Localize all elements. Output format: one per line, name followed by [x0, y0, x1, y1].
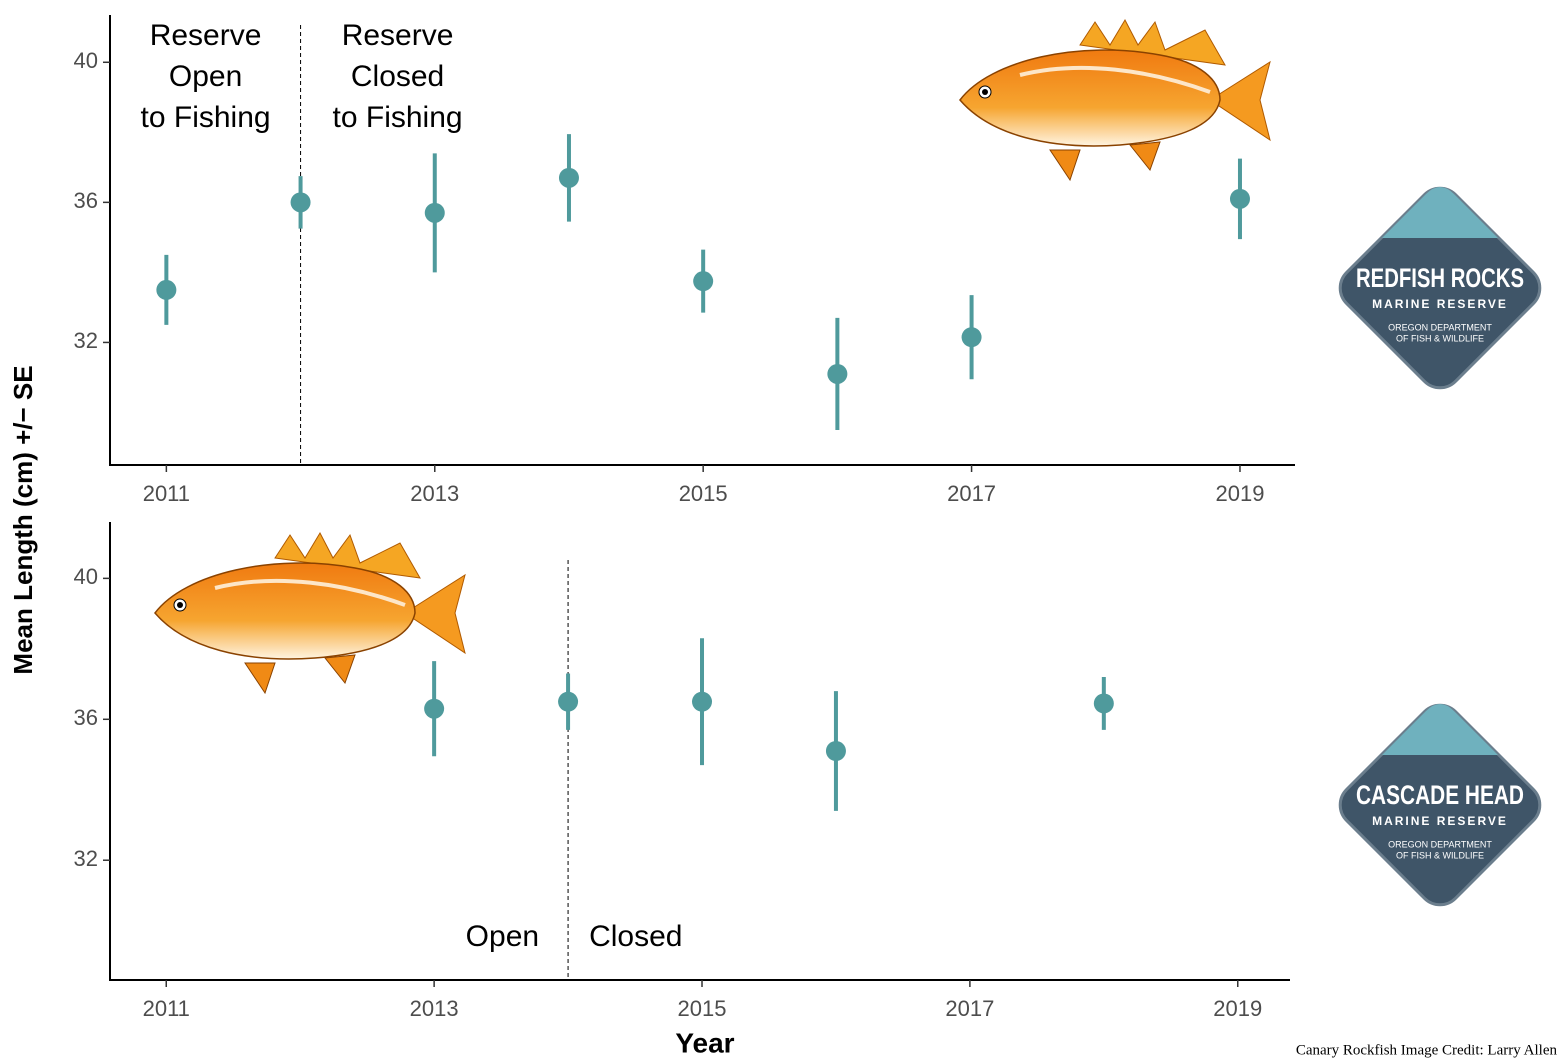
- annotation: to Fishing: [333, 101, 463, 134]
- point: [156, 279, 177, 300]
- logo-name: REDFISH ROCKS: [1356, 263, 1524, 293]
- annotation: to Fishing: [141, 101, 271, 134]
- reserve-logo: REDFISH ROCKS MARINE RESERVE OREGON DEPART…: [1338, 186, 1542, 390]
- y-tick-label: 32: [74, 328, 98, 353]
- point: [424, 202, 445, 223]
- x-tick-label: 2011: [143, 481, 190, 506]
- point: [825, 741, 846, 761]
- point: [290, 192, 311, 213]
- reserve-logo: CASCADE HEAD MARINE RESERVE OREGON DEPARTM…: [1338, 703, 1542, 907]
- point: [692, 691, 713, 712]
- image-credit: Canary Rockfish Image Credit: Larry Alle…: [1296, 1042, 1557, 1058]
- y-tick-label: 32: [74, 846, 98, 871]
- x-tick-label: 2017: [947, 481, 996, 506]
- logo-agency: OF FISH & WILDLIFE: [1396, 850, 1484, 860]
- x-tick-label: 2015: [678, 996, 727, 1021]
- fish-image: [153, 531, 467, 695]
- x-tick-label: 2019: [1213, 996, 1262, 1021]
- logo-agency: OF FISH & WILDLIFE: [1396, 333, 1484, 343]
- x-tick-label: 2019: [1216, 481, 1265, 506]
- y-tick-label: 36: [74, 188, 98, 213]
- x-tick-label: 2015: [679, 481, 728, 506]
- logo-subtitle: MARINE RESERVE: [1372, 297, 1508, 311]
- point: [693, 271, 714, 292]
- annotation: Reserve: [150, 19, 262, 52]
- point: [558, 691, 579, 712]
- y-tick-label: 36: [74, 705, 98, 730]
- x-axis-label: Year: [675, 1027, 734, 1058]
- annotation: Open: [169, 60, 242, 93]
- logo-sky: [1382, 704, 1498, 755]
- logo-subtitle: MARINE RESERVE: [1372, 814, 1508, 828]
- x-tick-label: 2013: [410, 481, 459, 506]
- logo-sky: [1382, 187, 1498, 238]
- logo-agency: OREGON DEPARTMENT: [1388, 322, 1492, 332]
- y-tick-label: 40: [74, 564, 98, 589]
- annotation: Open: [466, 920, 539, 953]
- logo-badge: [1338, 703, 1542, 907]
- point: [424, 698, 445, 719]
- logo-badge: [1338, 186, 1542, 390]
- x-tick-label: 2017: [945, 996, 994, 1021]
- annotation: Closed: [351, 60, 444, 93]
- point: [1093, 693, 1114, 714]
- point: [558, 167, 579, 188]
- annotation: Reserve: [342, 19, 454, 52]
- y-axis-label: Mean Length (cm) +/− SE: [8, 365, 38, 674]
- point: [961, 327, 982, 348]
- y-tick-label: 40: [74, 48, 98, 73]
- logo-name: CASCADE HEAD: [1356, 780, 1524, 810]
- point: [827, 363, 848, 384]
- x-tick-label: 2011: [143, 996, 190, 1021]
- annotation: Closed: [589, 920, 682, 953]
- logo-agency: OREGON DEPARTMENT: [1388, 839, 1492, 849]
- x-tick-label: 2013: [410, 996, 459, 1021]
- fish-image: [958, 18, 1272, 182]
- point: [1229, 188, 1250, 209]
